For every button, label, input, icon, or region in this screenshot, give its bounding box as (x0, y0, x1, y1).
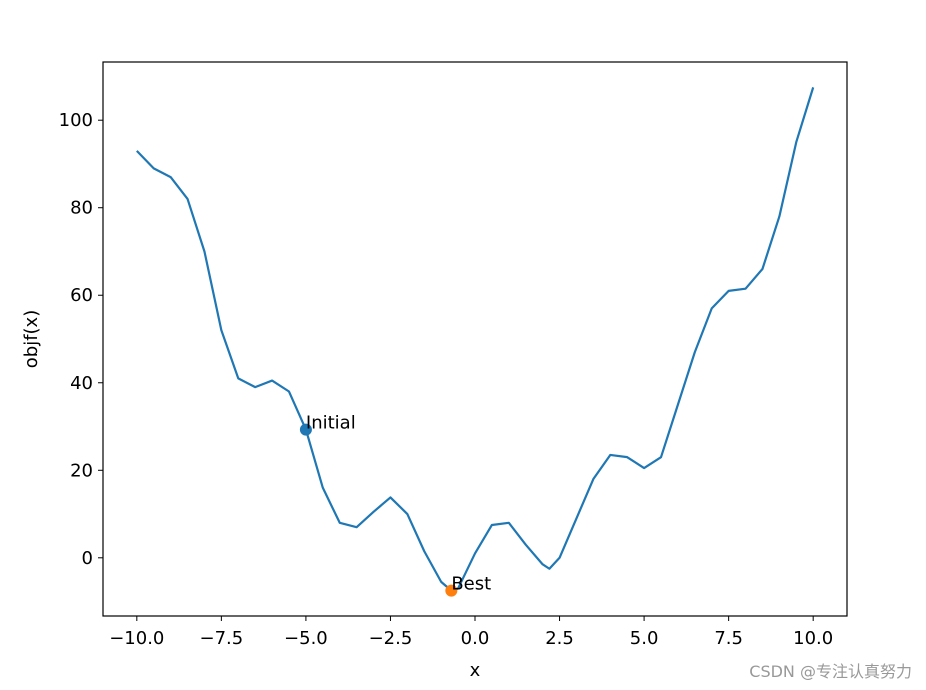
x-tick-label: −5.0 (284, 628, 328, 649)
point (445, 584, 458, 597)
point-label: Best (451, 574, 491, 595)
x-tick-label: 5.0 (630, 628, 659, 649)
x-tick-label: 10.0 (793, 628, 833, 649)
x-tick-label: 2.5 (545, 628, 574, 649)
y-tick-label: 60 (70, 285, 93, 306)
y-axis-label: objf(x) (21, 310, 42, 368)
y-tick-label: 100 (59, 110, 93, 131)
point-label: Initial (306, 413, 356, 434)
plot-frame (102, 61, 848, 617)
line-series (136, 87, 815, 592)
x-tick-label: −7.5 (200, 628, 244, 649)
watermark: CSDN @专注认真努力 (749, 662, 912, 681)
y-tick-label: 40 (70, 373, 93, 394)
y-tick-label: 0 (82, 548, 93, 569)
y-tick-label: 20 (70, 460, 93, 481)
y-tick-label: 80 (70, 198, 93, 219)
x-tick-label: −10.0 (109, 628, 164, 649)
x-tick-label: 7.5 (714, 628, 743, 649)
point (299, 423, 312, 436)
x-tick-label: 0.0 (461, 628, 490, 649)
x-tick-label: −2.5 (369, 628, 413, 649)
x-axis-label: x (470, 660, 481, 681)
